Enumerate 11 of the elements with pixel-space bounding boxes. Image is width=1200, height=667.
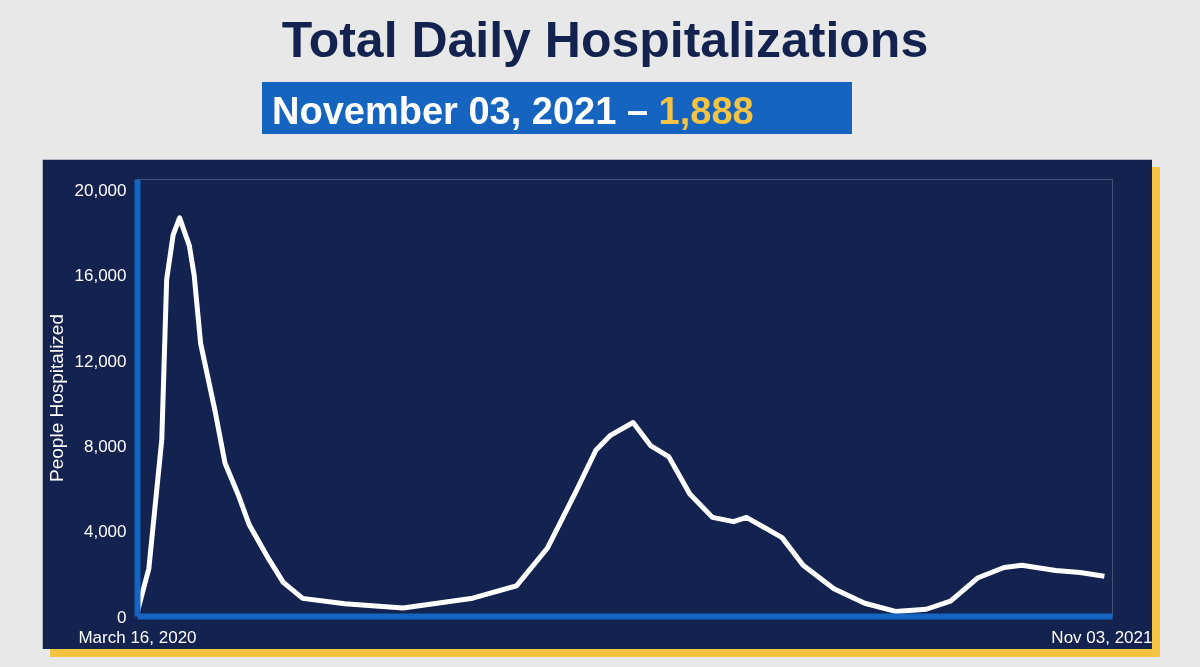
y-tick-label: 8,000 bbox=[83, 436, 127, 456]
y-tick-label: 0 bbox=[117, 607, 127, 627]
y-tick-label: 20,000 bbox=[74, 181, 127, 201]
y-axis-title: People Hospitalized bbox=[45, 314, 67, 482]
y-tick-label: 12,000 bbox=[74, 351, 127, 371]
chart-subtitle: November 03, 2021 – 1,888 bbox=[272, 89, 754, 134]
chart-title: Total Daily Hospitalizations bbox=[281, 11, 929, 70]
x-tick-label: Nov 03, 2021 bbox=[1051, 627, 1153, 647]
x-tick-label: March 16, 2020 bbox=[78, 627, 197, 647]
y-tick-label: 4,000 bbox=[83, 522, 127, 542]
y-tick-label: 16,000 bbox=[74, 266, 127, 286]
